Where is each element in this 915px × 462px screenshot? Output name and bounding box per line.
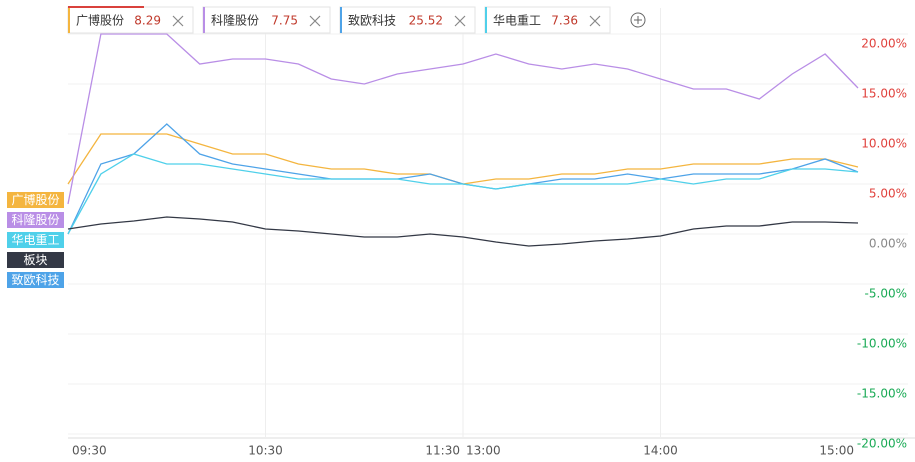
tab-name: 科隆股份 [211, 13, 259, 28]
add-button[interactable] [630, 12, 646, 28]
tab-price: 7.36 [551, 14, 578, 28]
tab-color [68, 7, 70, 33]
series-line [67, 216, 859, 247]
tab-box [202, 6, 331, 34]
tab-name: 广博股份 [76, 13, 124, 28]
side-label-box [7, 232, 64, 248]
side-label-box [7, 212, 64, 228]
tab-active [68, 6, 144, 8]
side-label-box [7, 252, 64, 268]
tab-price: 8.29 [134, 14, 161, 28]
stock-tab[interactable]: 广博股份 8.29 [67, 6, 194, 34]
y-tick-label: 10.00% [861, 137, 907, 151]
x-tick-label: 14:00 [643, 444, 678, 458]
tab-name: 致欧科技 [348, 14, 396, 28]
stock-tab[interactable]: 科隆股份 7.75 [202, 6, 331, 34]
series-line [67, 33, 859, 205]
y-tick-label: -20.00% [857, 437, 907, 451]
side-label-box [7, 272, 64, 288]
tab-box [339, 6, 476, 34]
tab-box [484, 6, 611, 34]
tab-price: 25.52 [409, 14, 443, 28]
side-label: 致欧科技 [11, 273, 59, 287]
side-label: 科隆股份 [11, 212, 59, 227]
side-label: 板块 [23, 253, 47, 267]
y-tick-label: 5.00% [869, 187, 907, 201]
tab-close [589, 15, 601, 27]
y-tick-label: -15.00% [857, 387, 907, 401]
side-label: 华电重工 [11, 233, 59, 247]
y-tick-label: -5.00% [865, 287, 907, 301]
tab-price: 7.75 [271, 14, 298, 28]
side-label-box [7, 192, 64, 208]
tab-color [340, 7, 342, 33]
stock-tab[interactable]: 华电重工 7.36 [484, 6, 611, 34]
tab-close [309, 15, 321, 27]
y-tick-label: 0.00% [869, 237, 907, 251]
tab-close [454, 15, 466, 27]
series-line [67, 153, 859, 235]
stock-tab[interactable]: 致欧科技 25.52 [339, 6, 476, 34]
tab-close [172, 15, 184, 27]
side-label: 广博股份 [11, 192, 59, 207]
tab-name: 华电重工 [493, 14, 541, 28]
x-tick-label: 15:00 [819, 444, 854, 458]
y-tick-label: -10.00% [857, 337, 907, 351]
tab-color [203, 7, 205, 33]
x-tick-label: 11:30 [425, 444, 460, 458]
y-tick-label: 20.00% [861, 37, 907, 51]
x-tick-label: 09:30 [72, 444, 107, 458]
y-tick-label: 15.00% [861, 87, 907, 101]
x-tick-label: 10:30 [248, 444, 283, 458]
x-tick-label: 13:00 [466, 444, 501, 458]
tab-color [485, 7, 487, 33]
